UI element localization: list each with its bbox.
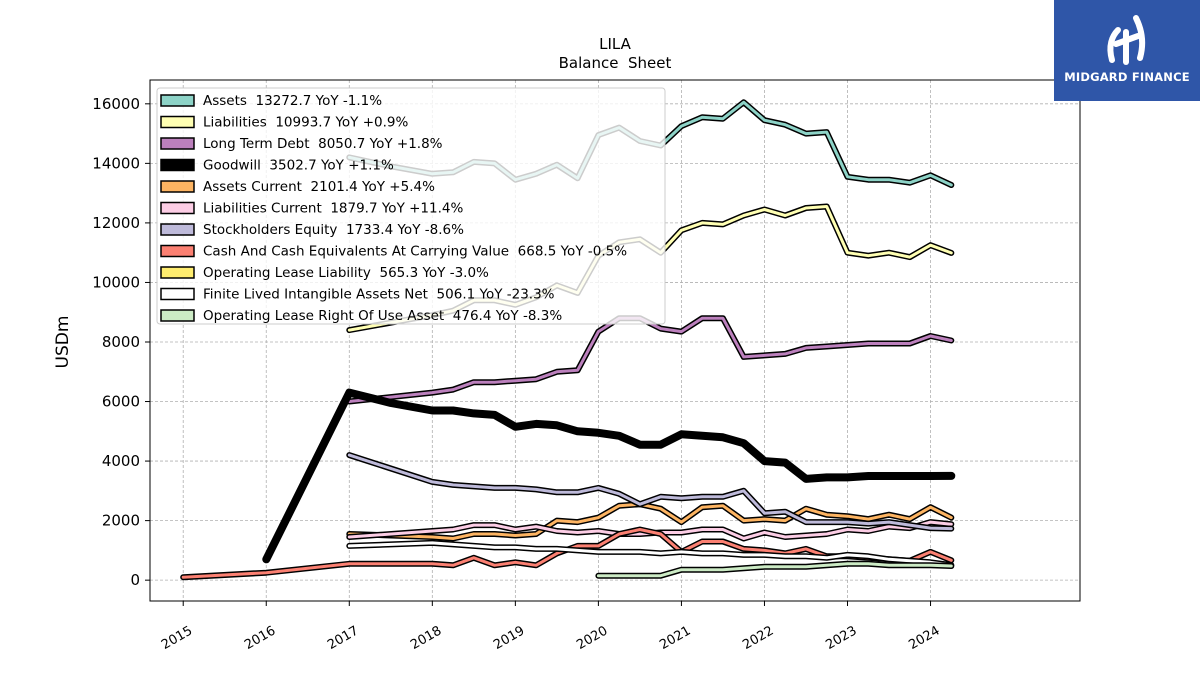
series-line-4 xyxy=(347,502,953,540)
series-line-3 xyxy=(262,388,956,564)
x-tick-label: 2022 xyxy=(740,623,776,653)
legend-swatch xyxy=(160,94,195,107)
brand-logo: MIDGARD FINANCE xyxy=(1054,0,1200,101)
y-tick-label: 6000 xyxy=(102,393,140,411)
legend-swatch xyxy=(160,223,195,236)
legend-swatch xyxy=(160,309,195,322)
legend-label: Cash And Cash Equivalents At Carrying Va… xyxy=(203,244,627,260)
legend-label: Assets Current 2101.4 YoY +5.4% xyxy=(203,179,435,195)
x-tick-label: 2021 xyxy=(657,623,693,653)
x-tick-label: 2015 xyxy=(159,623,195,653)
legend: Assets 13272.7 YoY -1.1% Liabilities 1099… xyxy=(156,87,666,325)
legend-label: Liabilities Current 1879.7 YoY +11.4% xyxy=(203,201,463,217)
series-line-6 xyxy=(347,453,953,531)
legend-swatch xyxy=(160,115,195,129)
x-tick-label: 2020 xyxy=(574,623,610,653)
plot-frame xyxy=(149,79,1081,602)
legend-swatch xyxy=(160,180,195,193)
logo-mark-icon xyxy=(1107,15,1146,65)
x-tick-label: 2019 xyxy=(491,623,527,653)
legend-label: Operating Lease Liability 565.3 YoY -3.0… xyxy=(203,265,489,281)
y-tick-label: 16000 xyxy=(92,95,140,113)
logo-text: MIDGARD FINANCE xyxy=(1064,70,1190,84)
legend-label: Liabilities 10993.7 YoY +0.9% xyxy=(203,115,408,131)
series-line-2 xyxy=(347,316,953,403)
series-line-5 xyxy=(347,520,953,540)
y-tick-label: 10000 xyxy=(92,273,140,291)
legend-label: Finite Lived Intangible Assets Net 506.1… xyxy=(203,287,555,303)
series-line-9 xyxy=(347,541,953,567)
legend-swatch xyxy=(160,244,195,258)
legend-swatch xyxy=(160,137,195,150)
series-line-10 xyxy=(596,562,953,578)
x-tick-label: 2024 xyxy=(906,623,942,653)
y-tick-label: 0 xyxy=(130,571,140,589)
legend-label: Assets 13272.7 YoY -1.1% xyxy=(203,93,382,109)
y-tick-label: 12000 xyxy=(92,214,140,232)
legend-label: Operating Lease Right Of Use Asset 476.4… xyxy=(203,308,562,324)
legend-swatch xyxy=(160,201,195,215)
x-tick-label: 2016 xyxy=(242,623,278,653)
y-tick-label: 2000 xyxy=(102,512,140,530)
chart-title: LILA xyxy=(599,35,631,53)
plot-series xyxy=(180,99,956,581)
legend-label: Stockholders Equity 1733.4 YoY -8.6% xyxy=(203,222,464,238)
y-tick-label: 14000 xyxy=(92,154,140,172)
x-tick-label: 2017 xyxy=(325,623,361,653)
series-outline-2 xyxy=(346,315,955,405)
x-tick-label: 2018 xyxy=(408,623,444,653)
legend-box xyxy=(156,87,666,325)
chart-subtitle: Balance Sheet xyxy=(559,54,672,72)
legend-swatch xyxy=(160,266,195,279)
legend-swatch xyxy=(160,158,195,172)
y-tick-label: 8000 xyxy=(102,333,140,351)
legend-swatch xyxy=(160,287,195,301)
y-axis-label: USDm xyxy=(53,316,73,369)
x-tick-label: 2023 xyxy=(823,623,859,653)
legend-label: Long Term Debt 8050.7 YoY +1.8% xyxy=(203,136,443,152)
y-tick-label: 4000 xyxy=(102,452,140,470)
legend-label: Goodwill 3502.7 YoY +1.1% xyxy=(203,158,394,174)
